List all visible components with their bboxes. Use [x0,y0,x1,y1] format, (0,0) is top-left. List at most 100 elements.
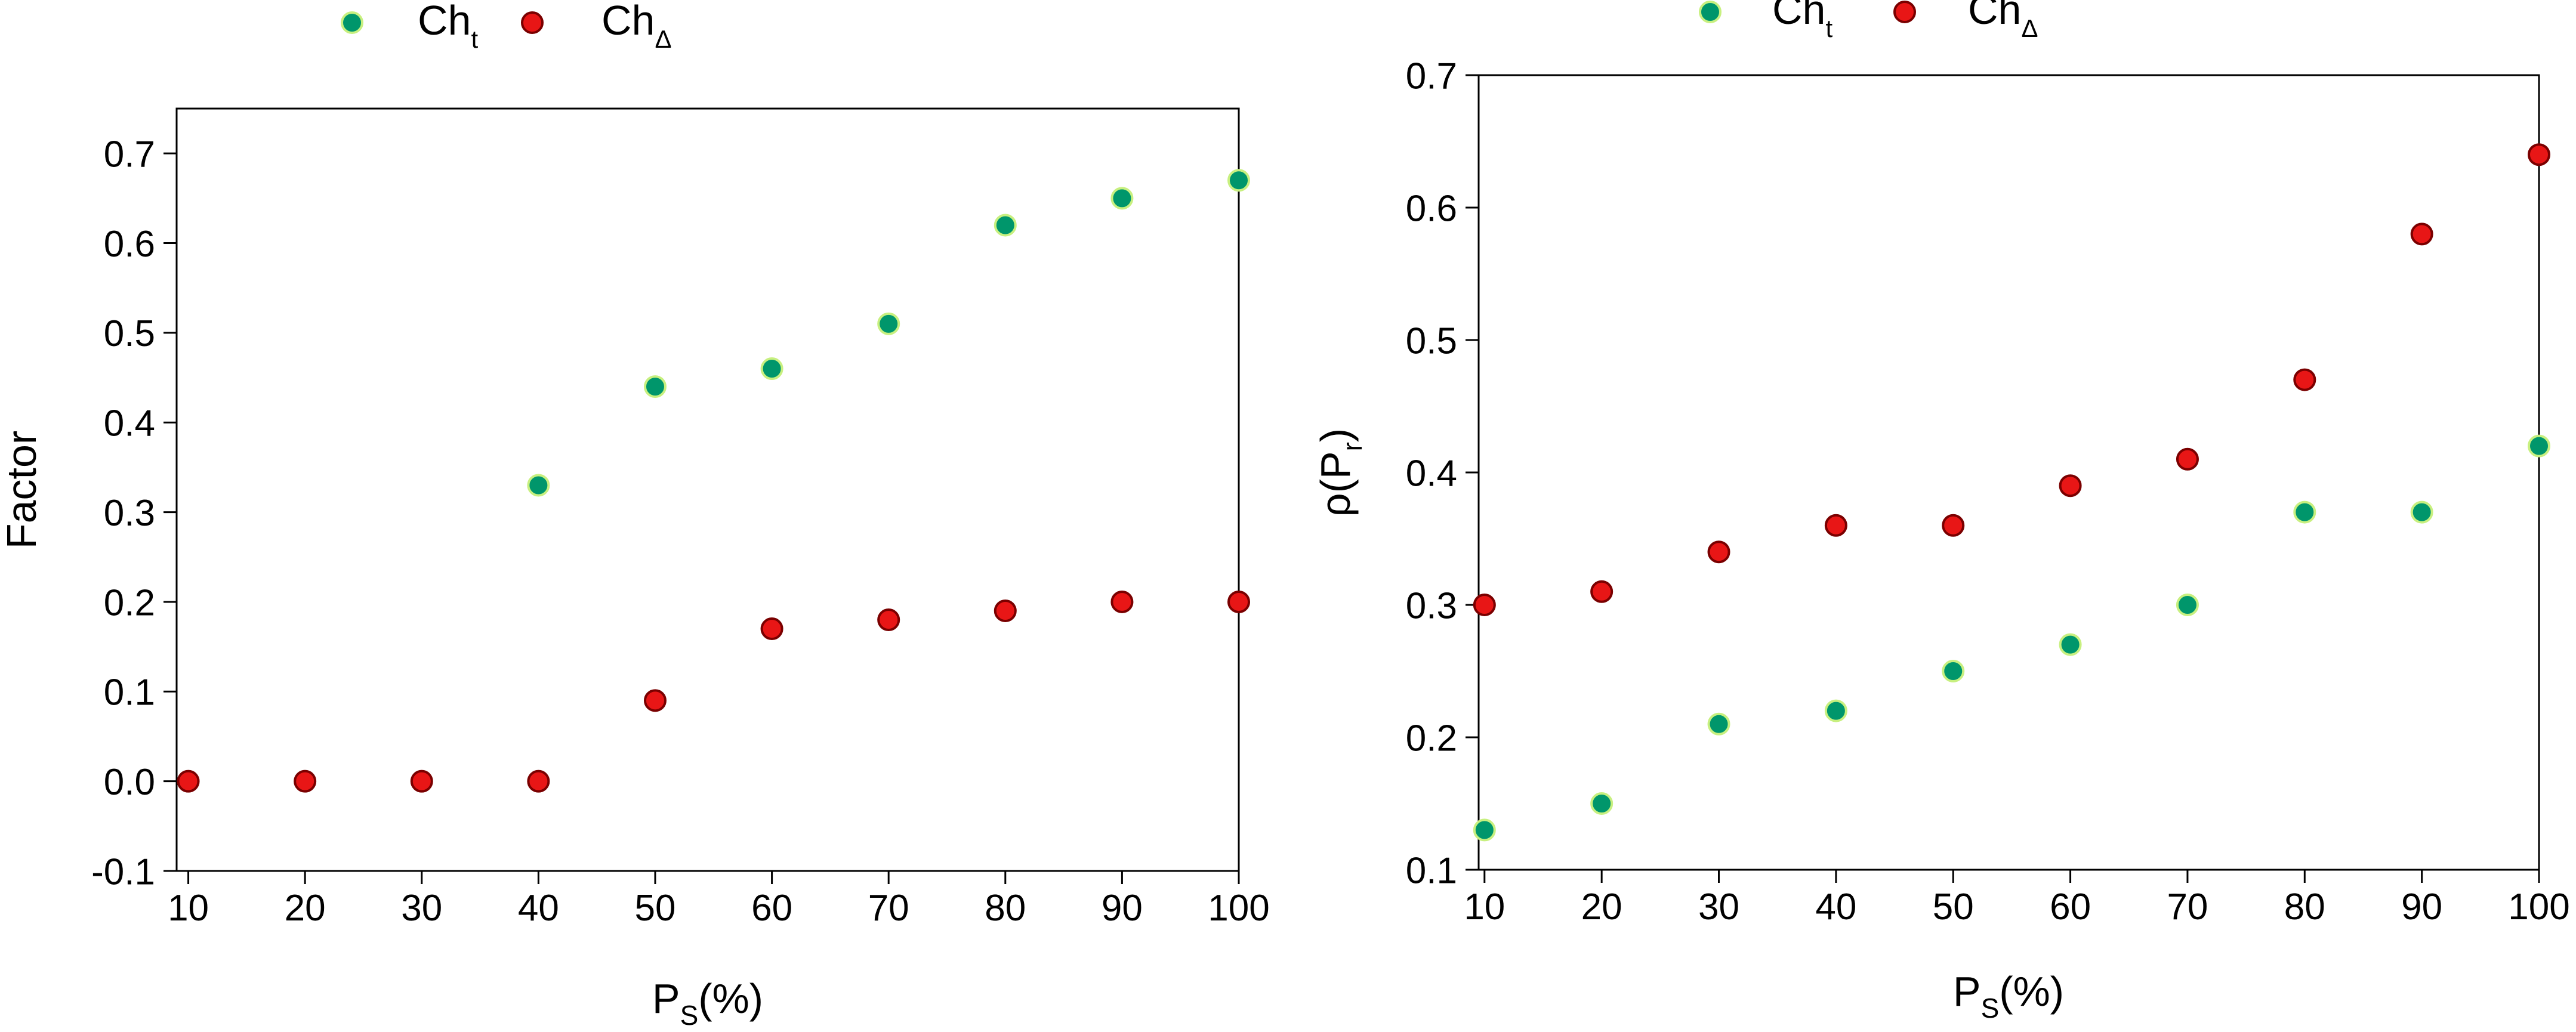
data-point-cht [994,214,1017,237]
x-axis-label-sub: S [1981,993,2000,1024]
legend-label-chdelta: ChΔ [1968,0,2038,42]
y-axis-label-sub: r [1337,442,1368,451]
x-axis-label-sub: S [680,1000,699,1031]
y-tick-label: 0.1 [104,672,155,713]
legend-label-main: Ch [601,0,655,44]
data-point-chdelta [410,770,433,793]
data-point-chdelta [527,770,550,793]
y-tick-label: 0.3 [1406,585,1457,626]
x-tick-label: 80 [2284,886,2325,928]
x-tick-label: 60 [2050,886,2091,928]
data-point-chdelta [1110,590,1134,613]
legend-marker-cht [341,11,363,34]
y-tick-label: -0.1 [91,851,155,892]
legend-label-main: Ch [1968,0,2021,33]
legend-marker-chdelta [1893,1,1916,23]
y-tick-label: 0.7 [1406,55,1457,97]
x-tick-label: 90 [2401,886,2442,928]
data-point-cht [2059,633,2082,656]
x-tick-label: 70 [868,888,909,929]
data-point-chdelta [1227,590,1250,613]
x-tick-label: 20 [1581,886,1622,928]
data-point-chdelta [294,770,317,793]
y-axis-label-main: ρ(P [1312,451,1359,517]
data-point-cht [760,357,783,381]
data-point-cht [2410,500,2433,524]
data-point-chdelta [877,608,900,632]
legend-label-cht: Cht [1772,0,1832,42]
data-point-chdelta [2293,368,2316,391]
data-point-cht [2293,500,2316,524]
y-tick-label: 0.6 [1406,188,1457,229]
y-tick-label: 0.5 [1406,320,1457,361]
data-point-cht [1110,187,1134,210]
y-tick-label: 0.2 [104,582,155,623]
data-point-cht [877,312,900,335]
legend-marker-chdelta [521,11,544,34]
data-point-chdelta [2410,223,2433,246]
x-tick-label: 80 [985,888,1026,929]
plot-frame [175,107,1240,872]
legend-marker-cht [1699,1,1722,23]
data-point-cht [1227,169,1250,192]
data-point-chdelta [1824,514,1847,537]
x-tick-label: 100 [1208,888,1269,929]
data-point-cht [1942,660,1965,682]
data-point-chdelta [2176,447,2199,471]
data-point-chdelta [2528,143,2550,166]
plot-frame [1477,74,2540,871]
data-point-cht [1590,792,1614,815]
y-tick-label: 0.4 [104,403,155,444]
data-point-cht [643,375,667,398]
y-tick-label: 0.7 [104,134,155,175]
x-tick-label: 50 [1933,886,1974,928]
y-tick-label: 0.3 [104,493,155,534]
legend-label-sub: Δ [2021,14,2038,42]
data-point-cht [2528,434,2550,458]
data-point-chdelta [177,770,200,793]
x-tick-label: 30 [1698,886,1739,928]
x-tick-label: 20 [285,888,326,929]
data-point-chdelta [2059,474,2082,498]
x-tick-label: 60 [751,888,792,929]
x-axis-label-tail: (%) [1999,968,2064,1015]
y-axis-label-tail: ) [1312,428,1359,442]
data-point-chdelta [1590,580,1614,603]
legend-label-chdelta: ChΔ [601,0,672,53]
x-tick-label: 10 [1464,886,1505,928]
y-tick-label: 0.6 [104,224,155,265]
x-tick-label: 100 [2508,886,2569,928]
x-tick-label: 50 [634,888,675,929]
y-tick-label: 0.0 [104,762,155,803]
y-tick-label: 0.4 [1406,453,1457,494]
x-axis-label: PS(%) [652,975,763,1031]
y-tick-label: 0.2 [1406,718,1457,759]
x-axis-label: PS(%) [1953,968,2064,1024]
x-axis-label-main: P [652,975,680,1022]
data-point-chdelta [643,689,667,712]
legend-label-main: Ch [1772,0,1825,33]
data-point-chdelta [1473,594,1496,616]
x-tick-label: 10 [168,888,209,929]
y-tick-label: 0.5 [104,313,155,354]
data-point-cht [1473,818,1496,842]
chart-panel-1: 10 20 30 40 50 60 70 80 90 100 -0.1 0.0 0.1 0.2 0.3 0.4… [0,0,1270,1031]
x-tick-label: 40 [1815,886,1856,928]
y-tick-label: 0.1 [1406,850,1457,891]
legend-label-sub: t [1825,14,1832,42]
chart-panel-2: 10 20 30 40 50 60 70 80 90 100 0.1 0.2 0.3 0.4 0.5 0.6 0… [1312,0,2570,1024]
y-axis-label: ρ(Pr) [1312,428,1368,517]
x-axis-label-tail: (%) [698,975,763,1022]
data-point-cht [527,474,550,497]
legend-label-main: Ch [418,0,471,44]
x-tick-label: 40 [518,888,559,929]
x-tick-label: 30 [401,888,442,929]
data-point-chdelta [994,599,1017,622]
legend-label-sub: Δ [655,25,671,53]
data-point-chdelta [1707,540,1730,564]
x-tick-label: 90 [1102,888,1143,929]
data-point-cht [1824,699,1847,722]
legend-label-cht: Cht [418,0,478,53]
data-point-cht [2176,594,2199,616]
